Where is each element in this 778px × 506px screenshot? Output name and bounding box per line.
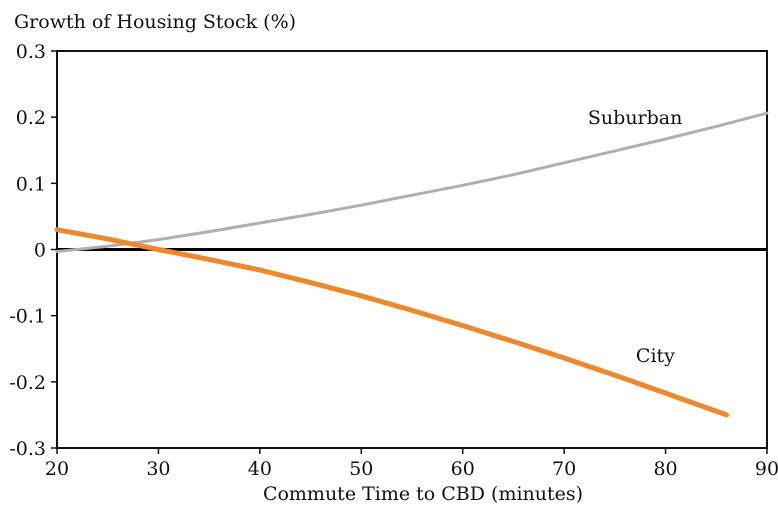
chart-title: Growth of Housing Stock (%) xyxy=(14,11,296,33)
series-annotation: City xyxy=(636,345,675,367)
x-tick-label: 40 xyxy=(248,458,272,480)
x-tick-label: 60 xyxy=(451,458,475,480)
x-tick-label: 70 xyxy=(552,458,576,480)
x-tick-label: 20 xyxy=(45,458,69,480)
x-tick-label: 80 xyxy=(653,458,677,480)
y-tick-label: -0.1 xyxy=(9,306,46,328)
x-tick-label: 90 xyxy=(755,458,778,480)
y-tick-label: 0 xyxy=(34,240,46,262)
annotation-layer: Suburban City xyxy=(588,107,682,367)
x-axis-ticks: 20 30 40 50 60 70 80 90 xyxy=(45,448,778,480)
y-axis-ticks: 0.3 0.2 0.1 0 -0.1 -0.2 -0.3 xyxy=(9,41,57,460)
x-tick-label: 50 xyxy=(349,458,373,480)
y-tick-label: 0.3 xyxy=(16,41,46,63)
series-annotation: Suburban xyxy=(588,107,682,129)
y-tick-label: -0.2 xyxy=(9,372,46,394)
x-tick-label: 30 xyxy=(146,458,170,480)
series-line-city xyxy=(54,227,729,418)
x-axis-title: Commute Time to CBD (minutes) xyxy=(263,483,583,505)
y-tick-label: -0.3 xyxy=(9,438,46,460)
y-tick-label: 0.1 xyxy=(16,173,46,195)
y-tick-label: 0.2 xyxy=(16,107,46,129)
series-line-suburban xyxy=(55,111,769,253)
series-layer xyxy=(54,111,769,418)
